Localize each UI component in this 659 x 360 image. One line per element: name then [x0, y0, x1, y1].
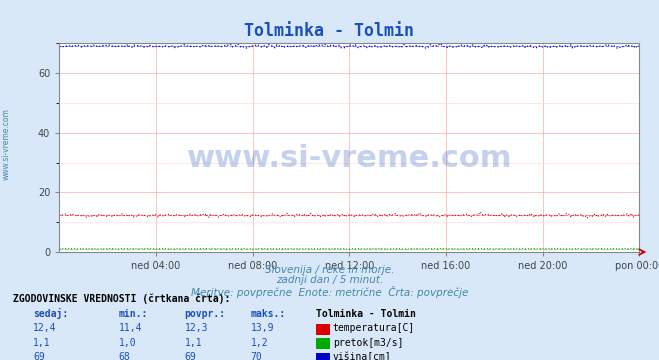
- Text: Tolminka - Tolmin: Tolminka - Tolmin: [244, 22, 415, 40]
- Text: temperatura[C]: temperatura[C]: [333, 323, 415, 333]
- Text: Slovenija / reke in morje.: Slovenija / reke in morje.: [265, 265, 394, 275]
- Text: pretok[m3/s]: pretok[m3/s]: [333, 338, 403, 348]
- Text: 69: 69: [33, 352, 45, 360]
- Text: 12,3: 12,3: [185, 323, 208, 333]
- Text: 68: 68: [119, 352, 130, 360]
- Text: ZGODOVINSKE VREDNOSTI (črtkana črta):: ZGODOVINSKE VREDNOSTI (črtkana črta):: [13, 294, 231, 305]
- Text: Meritve: povprečne  Enote: metrične  Črta: povprečje: Meritve: povprečne Enote: metrične Črta:…: [191, 286, 468, 298]
- Text: min.:: min.:: [119, 309, 148, 319]
- Text: Tolminka - Tolmin: Tolminka - Tolmin: [316, 309, 416, 319]
- Text: višina[cm]: višina[cm]: [333, 352, 391, 360]
- Text: 1,1: 1,1: [33, 338, 51, 348]
- Text: 1,1: 1,1: [185, 338, 202, 348]
- Text: 11,4: 11,4: [119, 323, 142, 333]
- Text: 69: 69: [185, 352, 196, 360]
- Text: zadnji dan / 5 minut.: zadnji dan / 5 minut.: [276, 275, 383, 285]
- Text: www.si-vreme.com: www.si-vreme.com: [186, 144, 512, 172]
- Text: 13,9: 13,9: [250, 323, 274, 333]
- Text: 1,2: 1,2: [250, 338, 268, 348]
- Text: 1,0: 1,0: [119, 338, 136, 348]
- Text: maks.:: maks.:: [250, 309, 285, 319]
- Text: 70: 70: [250, 352, 262, 360]
- Text: sedaj:: sedaj:: [33, 308, 68, 319]
- Text: povpr.:: povpr.:: [185, 309, 225, 319]
- Text: 12,4: 12,4: [33, 323, 57, 333]
- Text: www.si-vreme.com: www.si-vreme.com: [2, 108, 11, 180]
